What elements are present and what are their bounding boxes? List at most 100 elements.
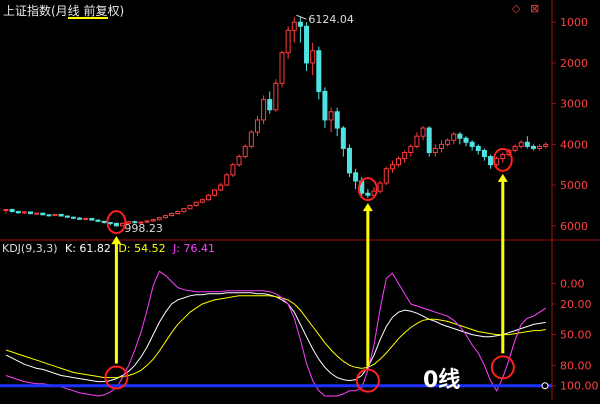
candle-up <box>187 204 193 210</box>
candle-up <box>389 164 395 170</box>
candle-up <box>328 111 334 121</box>
kdj-d-line <box>5 295 546 379</box>
candle-down <box>463 137 469 143</box>
candle-up <box>254 119 260 133</box>
arrow-head <box>497 173 508 182</box>
candle-up <box>248 131 254 147</box>
candle-down <box>322 90 328 121</box>
candle-up <box>181 208 187 213</box>
candle-up <box>537 145 543 149</box>
arrow-head <box>111 236 122 245</box>
candle-down <box>64 215 70 218</box>
candle-up <box>34 212 40 215</box>
candle-up <box>224 174 230 186</box>
candle-up <box>414 135 420 147</box>
candle-up <box>445 139 451 145</box>
candle-down <box>365 192 371 196</box>
candle-down <box>475 145 481 151</box>
price-tick-label: 4000 <box>560 138 588 151</box>
candle-up <box>512 145 518 151</box>
candle-up <box>500 154 506 160</box>
high-marker <box>296 14 307 20</box>
candle-up <box>218 184 224 191</box>
low-label: 998.23 <box>124 222 162 235</box>
diamond-icon[interactable]: ◇ <box>512 2 521 15</box>
kdj-circle <box>490 355 515 380</box>
candle-down <box>89 217 95 221</box>
arrow-head <box>362 203 373 212</box>
kdj-j-line <box>5 270 546 397</box>
kdj-tick-label: 20.00 <box>560 298 592 311</box>
price-tick-label: 2000 <box>560 57 588 70</box>
candle-up <box>408 145 414 153</box>
candle-up <box>175 211 181 215</box>
price-circle <box>106 210 127 235</box>
candle-up <box>310 50 316 64</box>
j-value-label: J: 76.41 <box>173 242 216 255</box>
kdj-tick-label: 80.00 <box>560 359 592 372</box>
candle-down <box>113 222 119 227</box>
candle-up <box>138 221 144 224</box>
candle-up <box>3 209 9 211</box>
candle-up <box>242 145 248 158</box>
candle-up <box>144 220 150 223</box>
candle-down <box>28 211 34 215</box>
candle-down <box>426 127 432 153</box>
candle-down <box>488 156 494 166</box>
candle-up <box>396 158 402 166</box>
candle-down <box>353 172 359 182</box>
candle-up <box>543 143 549 147</box>
candle-down <box>267 99 273 111</box>
candle-down <box>40 212 46 216</box>
candle-down <box>457 133 463 139</box>
candle-up <box>518 141 524 147</box>
candle-down <box>95 219 101 222</box>
price-tick-label: 1000 <box>560 16 588 29</box>
kdj-tick-label: 100.00 <box>560 380 599 393</box>
price-circle <box>357 177 378 202</box>
price-tick-label: 3000 <box>560 98 588 111</box>
candle-up <box>383 168 389 184</box>
candle-up <box>52 213 58 217</box>
candle-up <box>273 82 279 111</box>
candle-down <box>530 145 536 149</box>
high-label: 6124.04 <box>308 13 354 26</box>
axis-zero-marker <box>541 382 549 390</box>
candle-up <box>156 217 162 221</box>
candle-down <box>297 21 303 27</box>
candle-up <box>432 147 438 154</box>
d-value-label: D: 54.52 <box>118 242 166 255</box>
price-circle <box>492 147 513 172</box>
kdj-tick-label: 50.00 <box>560 329 592 342</box>
kdj-k-line <box>5 292 546 383</box>
candle-up <box>230 164 236 176</box>
kdj-label: KDJ(9,3,3) <box>2 242 58 255</box>
candle-up <box>285 29 291 54</box>
candle-down <box>304 25 310 64</box>
candle-down <box>58 213 64 217</box>
candle-up <box>291 21 297 31</box>
chart-title: 上证指数(月线 前复权) <box>3 4 125 18</box>
candle-up <box>212 189 218 196</box>
price-tick-label: 6000 <box>560 220 588 233</box>
candle-up <box>236 156 242 166</box>
close-box-icon[interactable]: ⊠ <box>529 2 540 15</box>
kdj-tick-label: 0.00 <box>560 278 585 291</box>
kdj-circle <box>104 365 129 390</box>
candle-down <box>101 220 107 224</box>
candle-down <box>346 147 352 174</box>
zero-line-label: 0线 <box>423 368 461 393</box>
candle-up <box>169 213 175 217</box>
candle-up <box>261 99 267 121</box>
candle-down <box>524 141 530 147</box>
kdj-circle <box>355 368 380 393</box>
candle-up <box>205 194 211 201</box>
candle-up <box>377 182 383 192</box>
candle-down <box>334 111 340 129</box>
candle-up <box>126 221 132 224</box>
top-icons: ◇ ⊠ <box>512 2 545 15</box>
candle-up <box>199 199 205 203</box>
candle-up <box>438 143 444 149</box>
